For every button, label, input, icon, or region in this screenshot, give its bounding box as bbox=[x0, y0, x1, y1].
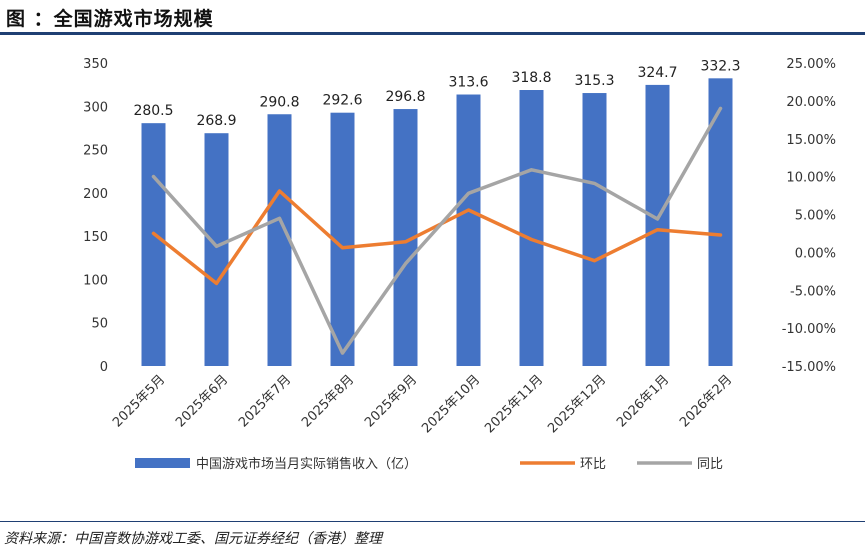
category-label: 2025年6月 bbox=[173, 372, 231, 430]
bar bbox=[519, 90, 544, 366]
bar-data-label: 315.3 bbox=[574, 73, 614, 89]
bar-data-label: 268.9 bbox=[196, 113, 236, 129]
bar bbox=[204, 133, 229, 366]
right-tick-label: 15.00% bbox=[786, 133, 836, 148]
bar bbox=[645, 84, 670, 366]
left-tick-label: 350 bbox=[83, 57, 108, 72]
right-tick-label: 10.00% bbox=[786, 171, 836, 186]
left-tick-label: 300 bbox=[83, 100, 108, 115]
chart: 0 50 100 150 200 250 300 350 -15.00% -10.00% -5.0… bbox=[83, 57, 836, 472]
legend-bar-label: 中国游戏市场当月实际销售收入（亿） bbox=[196, 456, 417, 472]
category-label: 2025年7月 bbox=[236, 372, 294, 430]
bottom-rule bbox=[0, 521, 865, 522]
left-tick-label: 150 bbox=[83, 230, 108, 245]
category-label: 2025年5月 bbox=[110, 372, 168, 430]
left-tick-label: 200 bbox=[83, 187, 108, 202]
right-tick-label: 20.00% bbox=[786, 95, 836, 110]
bar-data-label: 318.8 bbox=[511, 70, 551, 86]
yoy-line bbox=[151, 106, 723, 355]
right-tick-label: 25.00% bbox=[786, 57, 836, 72]
left-axis-ticks: 0 50 100 150 200 250 300 350 bbox=[83, 57, 108, 375]
left-tick-label: 100 bbox=[83, 273, 108, 288]
legend: 中国游戏市场当月实际销售收入（亿） 环比 同比 bbox=[135, 456, 723, 472]
right-tick-label: -10.00% bbox=[782, 322, 836, 337]
left-tick-label: 250 bbox=[83, 144, 108, 159]
bar-data-label: 332.3 bbox=[700, 58, 740, 74]
bar-data-label: 290.8 bbox=[259, 94, 299, 110]
category-label: 2025年8月 bbox=[299, 372, 357, 430]
legend-bar-swatch bbox=[135, 458, 190, 468]
right-tick-label: -15.00% bbox=[782, 360, 836, 375]
category-label: 2025年12月 bbox=[545, 372, 609, 436]
bar-data-label: 324.7 bbox=[637, 65, 677, 81]
right-tick-label: 5.00% bbox=[795, 209, 836, 224]
legend-yoy-label: 同比 bbox=[697, 457, 723, 472]
left-tick-label: 0 bbox=[100, 360, 108, 375]
bar bbox=[708, 78, 733, 366]
bar bbox=[456, 94, 481, 367]
bar-data-label: 313.6 bbox=[448, 75, 488, 91]
right-tick-label: 0.00% bbox=[795, 246, 836, 261]
category-label: 2025年10月 bbox=[419, 372, 483, 436]
bar bbox=[582, 93, 607, 366]
legend-mom-label: 环比 bbox=[580, 457, 606, 472]
bar bbox=[141, 123, 166, 366]
category-label: 2025年11月 bbox=[482, 372, 546, 436]
source-note: 资料来源：中国音数协游戏工委、国元证券经纪（香港）整理 bbox=[4, 531, 382, 547]
left-tick-label: 50 bbox=[91, 317, 108, 332]
bar-data-labels: 280.5 268.9 290.8 292.6 296.8 313.6 318.8 315.3… bbox=[133, 58, 740, 129]
category-axis-labels: 2025年5月 2025年6月 2025年7月 2025年8月 2025年9月2025年… bbox=[110, 372, 735, 436]
bar bbox=[267, 114, 292, 367]
bar-series bbox=[141, 78, 733, 367]
bar-data-label: 296.8 bbox=[385, 89, 425, 105]
bar-data-label: 292.6 bbox=[322, 93, 362, 109]
page-title: 图 ：全国游戏市场规模 bbox=[6, 8, 214, 30]
right-axis-ticks: -15.00% -10.00% -5.00% 0.00% 5.00% 10.00% 15.0… bbox=[782, 57, 836, 375]
title-row: 图 ：全国游戏市场规模 bbox=[0, 0, 865, 32]
bar-data-label: 280.5 bbox=[133, 103, 173, 119]
category-label: 2026年2月 bbox=[677, 372, 735, 430]
right-tick-label: -5.00% bbox=[790, 284, 836, 299]
top-rule bbox=[0, 32, 865, 35]
category-label: 2026年1月 bbox=[614, 372, 672, 430]
category-label: 2025年9月 bbox=[362, 372, 420, 430]
